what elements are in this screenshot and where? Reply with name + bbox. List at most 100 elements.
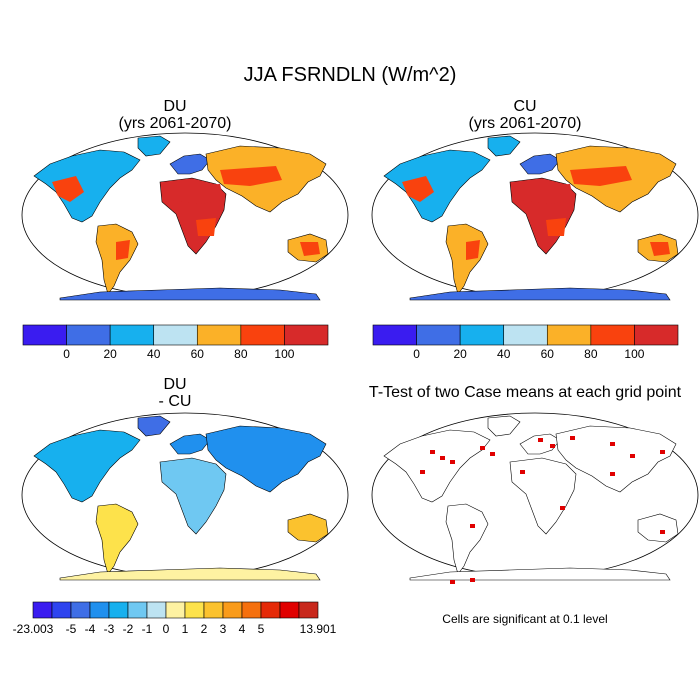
significant-cell-14 <box>470 524 475 528</box>
colorbar-swatch <box>165 601 186 619</box>
continent-greenland <box>137 415 171 437</box>
colorbar-du <box>22 324 329 346</box>
continent-southAmerica <box>95 503 139 575</box>
colorbar-swatch <box>51 601 72 619</box>
colorbar-swatch <box>634 324 679 346</box>
colorbar-du-labels: 0 20 40 60 80 100 <box>23 347 328 363</box>
panel-du-title: DU <box>163 98 187 115</box>
field-patch-4 <box>196 218 216 236</box>
colorbar-tick-label: 5 <box>257 622 265 636</box>
field-patch-0 <box>520 184 574 204</box>
continent-europe <box>169 433 211 455</box>
continent-europe <box>169 153 211 175</box>
colorbar-swatch <box>546 324 592 346</box>
field-patch-4 <box>546 218 566 236</box>
continent-antarctica <box>59 567 321 581</box>
colorbar-tick-label: -1 <box>141 622 153 636</box>
significance-note: Cells are significant at 0.1 level <box>442 612 608 626</box>
field-patch-1 <box>570 166 632 186</box>
continent-greenland <box>137 135 171 157</box>
significant-cell-5 <box>490 452 495 456</box>
colorbar-swatch <box>70 601 91 619</box>
colorbar-tick-label: 3 <box>219 622 227 636</box>
colorbar-swatch <box>146 601 167 619</box>
significant-cell-0 <box>430 450 435 454</box>
colorbar-tick-label: 2 <box>200 622 208 636</box>
colorbar-swatch <box>590 324 635 346</box>
field-patch-3 <box>116 240 130 260</box>
colorbar-swatch <box>89 601 110 619</box>
panel-cu-subtitle: (yrs 2061-2070) <box>468 115 582 132</box>
continent-antarctica <box>59 287 321 301</box>
colorbar-tick-label: 20 <box>453 347 467 361</box>
colorbar-swatch <box>222 601 243 619</box>
field-patch-2 <box>52 176 84 202</box>
colorbar-swatch <box>22 324 67 346</box>
colorbar-tick-label: 4 <box>238 622 246 636</box>
field-patch-5 <box>300 242 320 256</box>
main-title: JJA FSRNDLN (W/m^2) <box>243 64 457 86</box>
significant-cell-7 <box>550 444 555 448</box>
significant-cell-12 <box>610 472 615 476</box>
colorbar-swatch <box>127 601 148 619</box>
significant-cell-3 <box>420 470 425 474</box>
continent-europe <box>519 433 561 455</box>
colorbar-swatch <box>298 601 319 619</box>
colorbar-tick-label: 100 <box>274 347 295 361</box>
significant-cell-15 <box>560 506 565 510</box>
continent-asia <box>555 425 677 493</box>
colorbar-swatch <box>32 601 53 619</box>
field-patch-5 <box>650 242 670 256</box>
panel-ttest-header: T-Test of two Case means at each grid po… <box>350 384 700 401</box>
colorbar-tick-label: 0 <box>63 347 70 361</box>
significant-cell-9 <box>610 442 615 446</box>
colorbar-swatch <box>66 324 111 346</box>
colorbar-swatch <box>372 324 417 346</box>
continent-europe <box>519 153 561 175</box>
colorbar-tick-label: -2 <box>122 622 134 636</box>
colorbar-swatch <box>416 324 461 346</box>
colorbar-swatch <box>108 601 129 619</box>
continent-africa <box>159 457 227 535</box>
panel-diff-header: DU - CU <box>25 376 325 410</box>
colorbar-tick-label: 20 <box>103 347 117 361</box>
field-patch-2 <box>402 176 434 202</box>
panel-diff-title: DU <box>163 376 187 393</box>
colorbar-swatch <box>203 601 224 619</box>
panel-diff-subtitle: - CU <box>158 393 192 410</box>
significant-cell-10 <box>630 454 635 458</box>
significant-cell-2 <box>450 460 455 464</box>
significant-cell-13 <box>520 470 525 474</box>
colorbar-tick-label: 40 <box>147 347 161 361</box>
panel-du-subtitle: (yrs 2061-2070) <box>118 115 232 132</box>
colorbar-diff-labels: -23.003 -5 -4 -3 -2 -1 0 1 2 3 4 5 13.901 <box>13 622 337 638</box>
colorbar-swatch <box>260 601 281 619</box>
colorbar-swatch <box>503 324 548 346</box>
colorbar-swatch <box>153 324 198 346</box>
significant-cell-1 <box>440 456 445 460</box>
panel-cu-title: CU <box>513 98 537 115</box>
colorbar-cu-labels: 0 20 40 60 80 100 <box>373 347 678 363</box>
significant-cell-8 <box>570 436 575 440</box>
colorbar-cu <box>372 324 679 346</box>
colorbar-tick-label: 80 <box>234 347 248 361</box>
colorbar-tick-label: 1 <box>181 622 189 636</box>
continent-australia <box>287 513 329 543</box>
significant-cell-18 <box>450 580 455 584</box>
continent-northAmerica <box>383 149 491 223</box>
significant-cell-17 <box>470 578 475 582</box>
continent-asia <box>205 425 327 493</box>
colorbar-swatch <box>109 324 155 346</box>
continent-africa <box>509 457 577 535</box>
panel-cu-header: CU (yrs 2061-2070) <box>375 98 675 132</box>
significant-cell-4 <box>480 446 485 450</box>
colorbar-swatch <box>240 324 285 346</box>
colorbar-swatch <box>459 324 505 346</box>
map-diff <box>21 412 349 581</box>
colorbar-swatch <box>279 601 300 619</box>
continent-greenland <box>487 415 521 437</box>
map-cu <box>371 132 699 301</box>
field-patch-1 <box>220 166 282 186</box>
map-ttest <box>371 412 699 584</box>
field-patch-0 <box>170 184 224 204</box>
